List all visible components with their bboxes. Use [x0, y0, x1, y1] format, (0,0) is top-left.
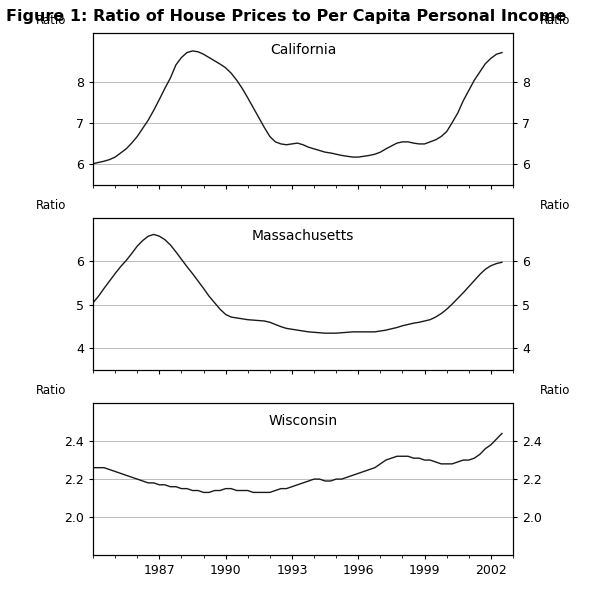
Text: Ratio: Ratio — [36, 14, 66, 27]
Text: California: California — [270, 44, 336, 57]
Text: Ratio: Ratio — [540, 199, 570, 212]
Text: Ratio: Ratio — [36, 199, 66, 212]
Text: Ratio: Ratio — [36, 384, 66, 397]
Text: Wisconsin: Wisconsin — [268, 414, 338, 427]
Text: Ratio: Ratio — [540, 14, 570, 27]
Text: Massachusetts: Massachusetts — [252, 229, 354, 242]
Text: Figure 1: Ratio of House Prices to Per Capita Personal Income: Figure 1: Ratio of House Prices to Per C… — [6, 9, 566, 24]
Text: Ratio: Ratio — [540, 384, 570, 397]
